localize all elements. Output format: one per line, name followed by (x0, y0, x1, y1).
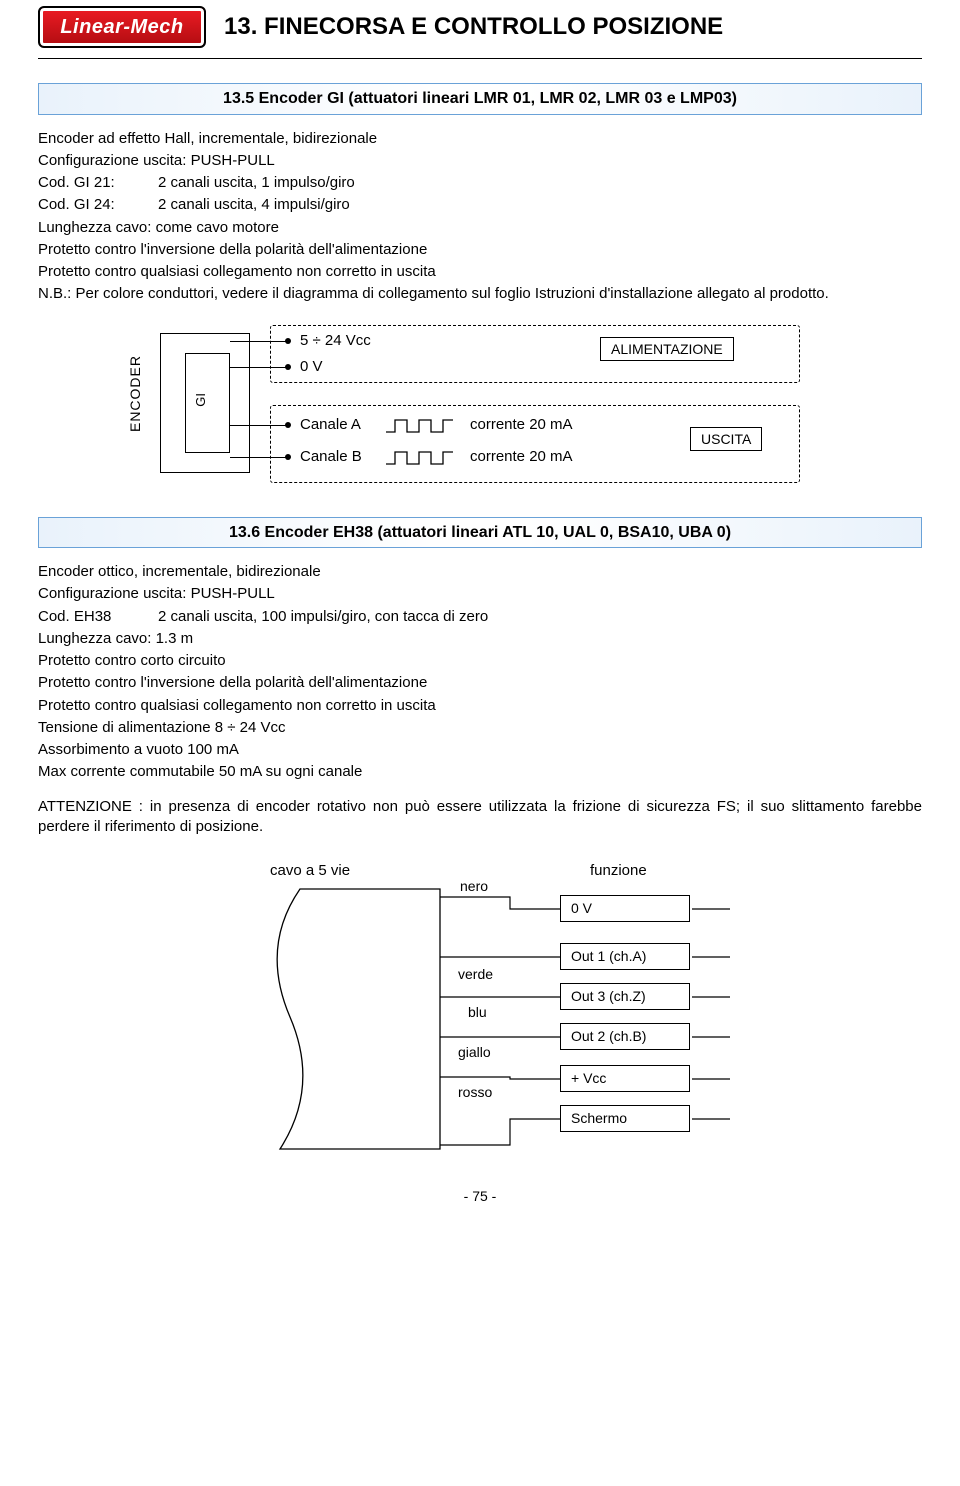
eh-line: Protetto contro l'inversione della polar… (38, 673, 922, 693)
code-desc: 2 canali uscita, 100 impulsi/giro, con t… (158, 607, 922, 627)
tag-uscita: USCITA (690, 427, 762, 452)
code-label: Cod. GI 21: (38, 173, 158, 193)
encoder-outer-label: ENCODER (126, 355, 145, 432)
wire-function-box: Out 3 (ch.Z) (560, 983, 690, 1010)
square-wave-icon (385, 418, 455, 434)
gi-intro-2: Configurazione uscita: PUSH-PULL (38, 151, 922, 171)
section-title-gi: 13.5 Encoder GI (attuatori lineari LMR 0… (38, 83, 922, 115)
eh-line: Protetto contro qualsiasi collegamento n… (38, 696, 922, 716)
tag-alimentazione: ALIMENTAZIONE (600, 337, 734, 362)
eh-line: Tensione di alimentazione 8 ÷ 24 Vcc (38, 718, 922, 738)
wire-color: giallo (458, 1043, 491, 1062)
signal-label: 0 V (300, 357, 323, 377)
encoder-inner-label: GI (192, 393, 210, 407)
wire-function-box: Schermo (560, 1105, 690, 1132)
gi-line: Protetto contro qualsiasi collegamento n… (38, 262, 922, 282)
gi-line: Protetto contro l'inversione della polar… (38, 240, 922, 260)
page-header: Linear-Mech 13. FINECORSA E CONTROLLO PO… (38, 0, 922, 59)
gi-intro-1: Encoder ad effetto Hall, incrementale, b… (38, 129, 922, 149)
gi-codes: Cod. GI 21: 2 canali uscita, 1 impulso/g… (38, 173, 922, 216)
wire-function-box: + Vcc (560, 1065, 690, 1092)
signal-note: corrente 20 mA (470, 447, 573, 467)
eh-line: Max corrente commutabile 50 mA su ogni c… (38, 762, 922, 782)
eh-intro-1: Encoder ottico, incrementale, bidirezion… (38, 562, 922, 582)
terminal-dot (285, 364, 291, 370)
square-wave-icon (385, 450, 455, 466)
lead-0v (230, 367, 288, 368)
wire-color: verde (458, 965, 493, 984)
page-number: - 75 - (38, 1187, 922, 1206)
code-desc: 2 canali uscita, 1 impulso/giro (158, 173, 922, 193)
wire-color: nero (460, 877, 488, 896)
wire-function-box: 0 V (560, 895, 690, 922)
brand-logo-text: Linear-Mech (60, 14, 183, 41)
code-desc: 2 canali uscita, 4 impulsi/giro (158, 195, 922, 215)
wire-function-box: Out 1 (ch.A) (560, 943, 690, 970)
signal-note: corrente 20 mA (470, 415, 573, 435)
gi-line: Lunghezza cavo: come cavo motore (38, 218, 922, 238)
signal-label: 5 ÷ 24 Vcc (300, 331, 371, 351)
terminal-dot (285, 422, 291, 428)
wire-color: blu (468, 1003, 487, 1022)
signal-label: Canale B (300, 447, 362, 467)
wire-color: rosso (458, 1083, 492, 1102)
wire-function-box: Out 2 (ch.B) (560, 1023, 690, 1050)
eh-line: Assorbimento a vuoto 100 mA (38, 740, 922, 760)
code-label: Cod. GI 24: (38, 195, 158, 215)
chapter-title: 13. FINECORSA E CONTROLLO POSIZIONE (224, 11, 922, 43)
gi-wiring-diagram: ENCODER GI 5 ÷ 24 Vcc 0 V ALIMENTAZIONE … (130, 323, 830, 493)
section-title-eh: 13.6 Encoder EH38 (attuatori lineari ATL… (38, 517, 922, 549)
lead-ch-a (230, 425, 288, 426)
brand-logo: Linear-Mech (38, 6, 206, 48)
code-label: Cod. EH38 (38, 607, 158, 627)
lead-ch-b (230, 457, 288, 458)
eh-codes: Cod. EH38 2 canali uscita, 100 impulsi/g… (38, 607, 922, 627)
gi-note: N.B.: Per colore conduttori, vedere il d… (38, 284, 922, 304)
terminal-dot (285, 338, 291, 344)
eh-line: Protetto contro corto circuito (38, 651, 922, 671)
eh-warning: ATTENZIONE : in presenza di encoder rota… (38, 797, 922, 838)
eh-line: Lunghezza cavo: 1.3 m (38, 629, 922, 649)
eh-intro-2: Configurazione uscita: PUSH-PULL (38, 584, 922, 604)
terminal-dot (285, 454, 291, 460)
signal-label: Canale A (300, 415, 361, 435)
lead-vcc (230, 341, 288, 342)
eh-wiring-diagram: cavo a 5 vie funzione nero 0 V verde Out… (200, 857, 760, 1157)
